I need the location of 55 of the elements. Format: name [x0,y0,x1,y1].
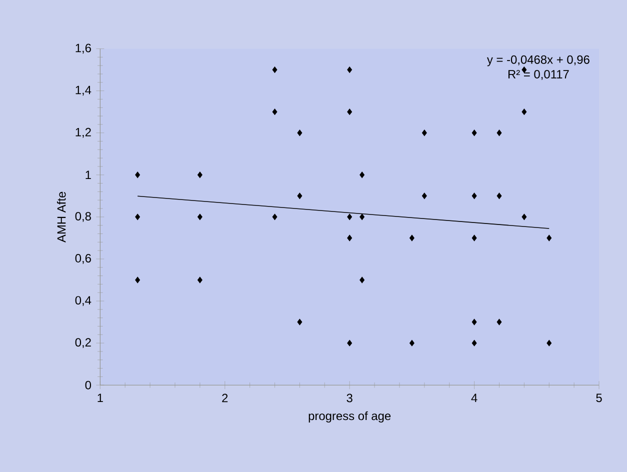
point [360,214,365,220]
y-tick-label: 0,8 [75,212,91,222]
y-tick-label: 0 [85,380,92,390]
point [546,340,552,346]
point [522,66,527,73]
point [135,276,140,284]
y-tick-label: 1,6 [76,44,91,54]
point [409,234,414,242]
point [360,276,365,284]
point [472,192,477,200]
point [409,340,414,346]
x-tick-label: 4 [471,394,478,402]
point [272,66,278,73]
point [522,108,527,115]
annotation: y = -0,0468x + 0,96 [486,55,590,66]
point [135,214,140,220]
point [472,340,477,346]
point [472,318,477,326]
point [546,234,552,242]
point [522,214,527,220]
y-tick-label: 0,2 [75,338,91,348]
point [272,214,278,220]
point [135,172,140,178]
point [197,276,202,284]
point [197,214,202,220]
y-axis-title: AMH Afte [56,192,66,242]
point [347,234,352,242]
point [472,130,477,136]
y-tick-label: 0,6 [75,254,91,264]
point [347,214,352,220]
annotation: R² = 0,0117 [508,70,569,80]
point [347,340,352,346]
y-tick-label: 1 [86,170,91,179]
point [297,130,302,136]
point [347,108,352,115]
point [360,172,365,178]
x-tick-label: 5 [596,394,602,402]
point [472,234,477,242]
x-axis-title: progress of age [308,411,391,422]
point [272,108,278,115]
x-tick-label: 2 [222,394,228,402]
x-tick-label: 1 [98,394,103,402]
point [422,130,427,136]
y-tick-label: 0,4 [75,296,92,306]
point [496,318,502,326]
point [297,318,302,326]
point [297,192,302,200]
y-tick-label: 1,4 [76,86,92,96]
x-tick-label: 3 [346,394,352,402]
point [422,192,427,200]
point [347,66,352,73]
point [496,130,502,136]
point [197,172,202,178]
y-tick-label: 1,2 [76,128,91,138]
point [496,192,502,200]
